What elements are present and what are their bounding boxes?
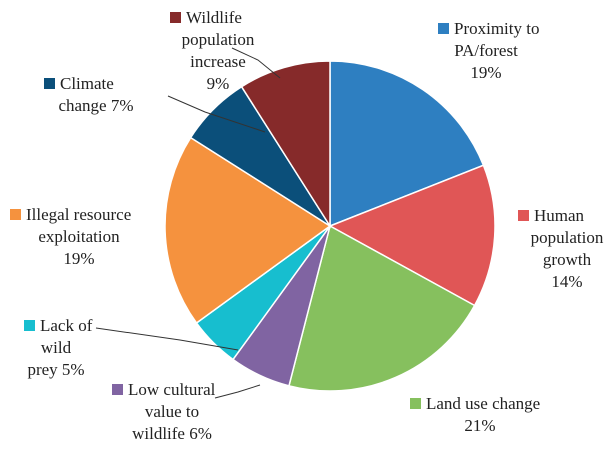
slice-label-line: 14% <box>551 272 582 291</box>
pie-slice-illegal-resource-exploitation <box>164 136 332 325</box>
slice-label-line: 19% <box>470 63 501 82</box>
legend-swatch <box>410 398 421 409</box>
slice-label-line: change 7% <box>58 96 133 115</box>
slice-label-line: increase <box>190 52 246 71</box>
slice-label-illegal-resource-exploitation: Illegal resource exploitation 19% <box>10 205 131 268</box>
slice-label-line: Proximity to <box>454 19 539 38</box>
leader-line <box>95 327 239 351</box>
slice-label-land-use-change: Land use change 21% <box>410 394 540 435</box>
slice-label-proximity-to-pa-forest: Proximity to PA/forest 19% <box>438 19 539 82</box>
pie-slice-human-population-growth <box>328 164 496 307</box>
slice-label-line: Climate <box>60 74 114 93</box>
legend-swatch <box>112 384 123 395</box>
legend-swatch <box>44 78 55 89</box>
legend-swatch <box>438 23 449 34</box>
slice-label-line: wild <box>41 338 72 357</box>
leader-lines <box>95 47 281 399</box>
leader-line <box>231 47 281 79</box>
slice-label-low-cultural-value-to-wildlife: Low cultural value to wildlife 6% <box>112 380 216 443</box>
leader-line <box>167 95 266 133</box>
leader-line <box>214 384 261 399</box>
slice-label-line: growth <box>543 250 592 269</box>
pie-slice-land-use-change <box>288 224 476 392</box>
slice-label-line: population <box>182 30 255 49</box>
slice-label-lack-of-wild-prey: Lack of wild prey 5% <box>24 316 93 379</box>
slice-labels: Proximity to PA/forest 19% Human population g… <box>10 8 604 443</box>
slice-label-line: exploitation <box>38 227 120 246</box>
pie-slice-proximity-to-pa-forest <box>329 60 485 228</box>
slice-label-line: prey 5% <box>27 360 84 379</box>
slice-label-line: Wildlife <box>186 8 242 27</box>
slice-label-line: value to <box>145 402 199 421</box>
legend-swatch <box>10 209 21 220</box>
slice-label-line: 21% <box>464 416 495 435</box>
slice-label-climate-change: Climate change 7% <box>44 74 134 115</box>
slice-label-line: 19% <box>63 249 94 268</box>
slice-label-line: Illegal resource <box>26 205 131 224</box>
slice-label-line: population <box>531 228 604 247</box>
slice-label-wildlife-population-increase: Wildlife population increase 9% <box>170 8 255 93</box>
slice-label-line: 9% <box>207 74 230 93</box>
slice-label-line: Low cultural <box>128 380 216 399</box>
slice-label-line: Land use change <box>426 394 540 413</box>
pie-slices <box>164 60 496 392</box>
slice-label-line: Human <box>534 206 585 225</box>
slice-label-line: Lack of <box>40 316 93 335</box>
slice-label-line: wildlife 6% <box>132 424 212 443</box>
slice-label-line: PA/forest <box>454 41 518 60</box>
pie-slice-wildlife-population-increase <box>240 60 331 229</box>
legend-swatch <box>24 320 35 331</box>
legend-swatch <box>518 210 529 221</box>
slice-label-human-population-growth: Human population growth 14% <box>518 206 604 291</box>
legend-swatch <box>170 12 181 23</box>
